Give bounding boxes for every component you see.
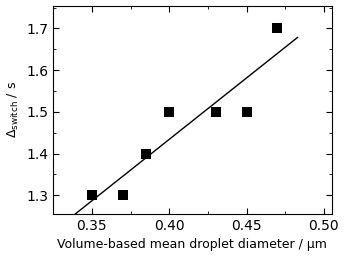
Point [244,110,249,114]
Point [213,110,218,114]
X-axis label: Volume-based mean droplet diameter / μm: Volume-based mean droplet diameter / μm [57,238,327,251]
Point [120,193,126,197]
Point [143,152,149,156]
Point [89,193,95,197]
Y-axis label: $\Delta_\mathregular{switch}$ / s: $\Delta_\mathregular{switch}$ / s [6,81,21,138]
Point [275,26,280,31]
Point [166,110,172,114]
